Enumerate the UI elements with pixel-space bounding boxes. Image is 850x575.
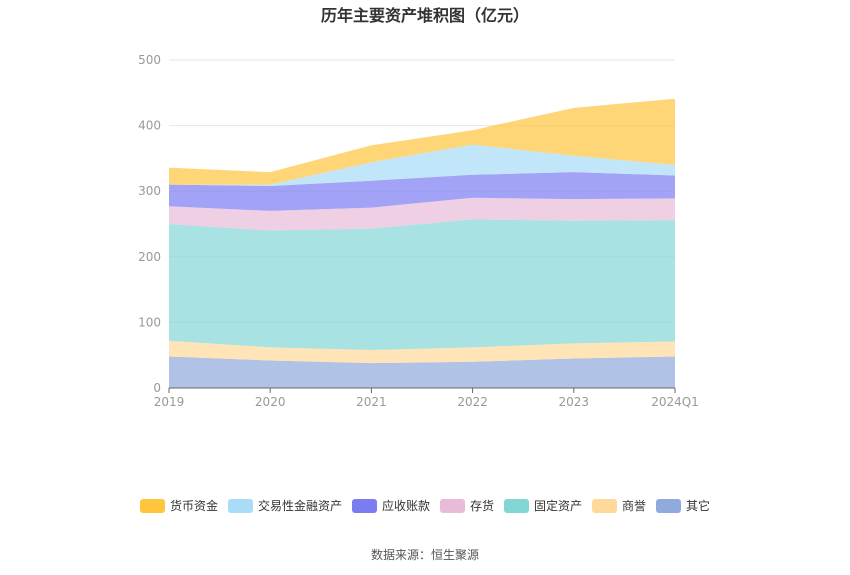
legend-label: 应收账款 [381,499,430,513]
chart-title: 历年主要资产堆积图（亿元） [320,6,529,25]
legend-swatch [504,498,529,513]
legend-swatch [592,498,618,513]
x-tick-label-4: 2023 [559,395,590,409]
legend-swatch [656,498,682,513]
legend-label: 交易性金融资产 [257,499,342,513]
legend-item[interactable]: 货币资金 [139,497,218,514]
area-series-2 [169,219,675,350]
area-series-3 [169,197,675,231]
x-tick-label-2: 2021 [356,395,387,409]
data-source-note: 数据来源：恒生聚源 [370,548,479,562]
legend-swatch [351,498,377,513]
area-series-1 [169,340,675,364]
legend-item[interactable]: 应收账款 [351,497,430,514]
legend-label: 商誉 [622,499,647,513]
area-series-6 [169,98,675,185]
legend-item[interactable]: 固定资产 [504,497,582,514]
area-series-0 [169,356,675,388]
y-tick-label-0: 0 [153,381,161,395]
x-tick-label-1: 2020 [255,395,286,409]
legend-swatch [439,498,465,513]
area-series-4 [169,172,675,211]
x-tick-label-3: 2022 [457,395,488,409]
x-tick-label-0: 2019 [154,395,185,409]
y-tick-label-500: 500 [138,53,161,67]
chart-legend: 货币资金 交易性金融资产 应收账款 存货 固定资产 商誉 其它 [0,497,850,514]
legend-swatch [139,498,165,513]
legend-item[interactable]: 交易性金融资产 [227,497,342,514]
legend-label: 固定资产 [534,499,583,513]
legend-label: 存货 [469,499,494,513]
legend-item[interactable]: 商誉 [592,497,646,514]
legend-item[interactable]: 存货 [439,497,494,514]
y-tick-label-400: 400 [138,119,161,133]
axes: 0 100 200 300 400 500 2019 2020 2021 2022 2023 2024… [138,53,699,409]
y-tick-label-200: 200 [138,250,161,264]
y-tick-label-100: 100 [138,315,161,329]
x-tick-label-5: 2024Q1 [651,395,699,409]
legend-item[interactable]: 其它 [656,497,710,514]
legend-label: 货币资金 [169,499,218,513]
legend-swatch [227,498,253,513]
area-series [169,98,675,388]
y-tick-label-300: 300 [138,184,161,198]
legend-label: 其它 [686,499,711,513]
area-series-5 [169,144,675,186]
